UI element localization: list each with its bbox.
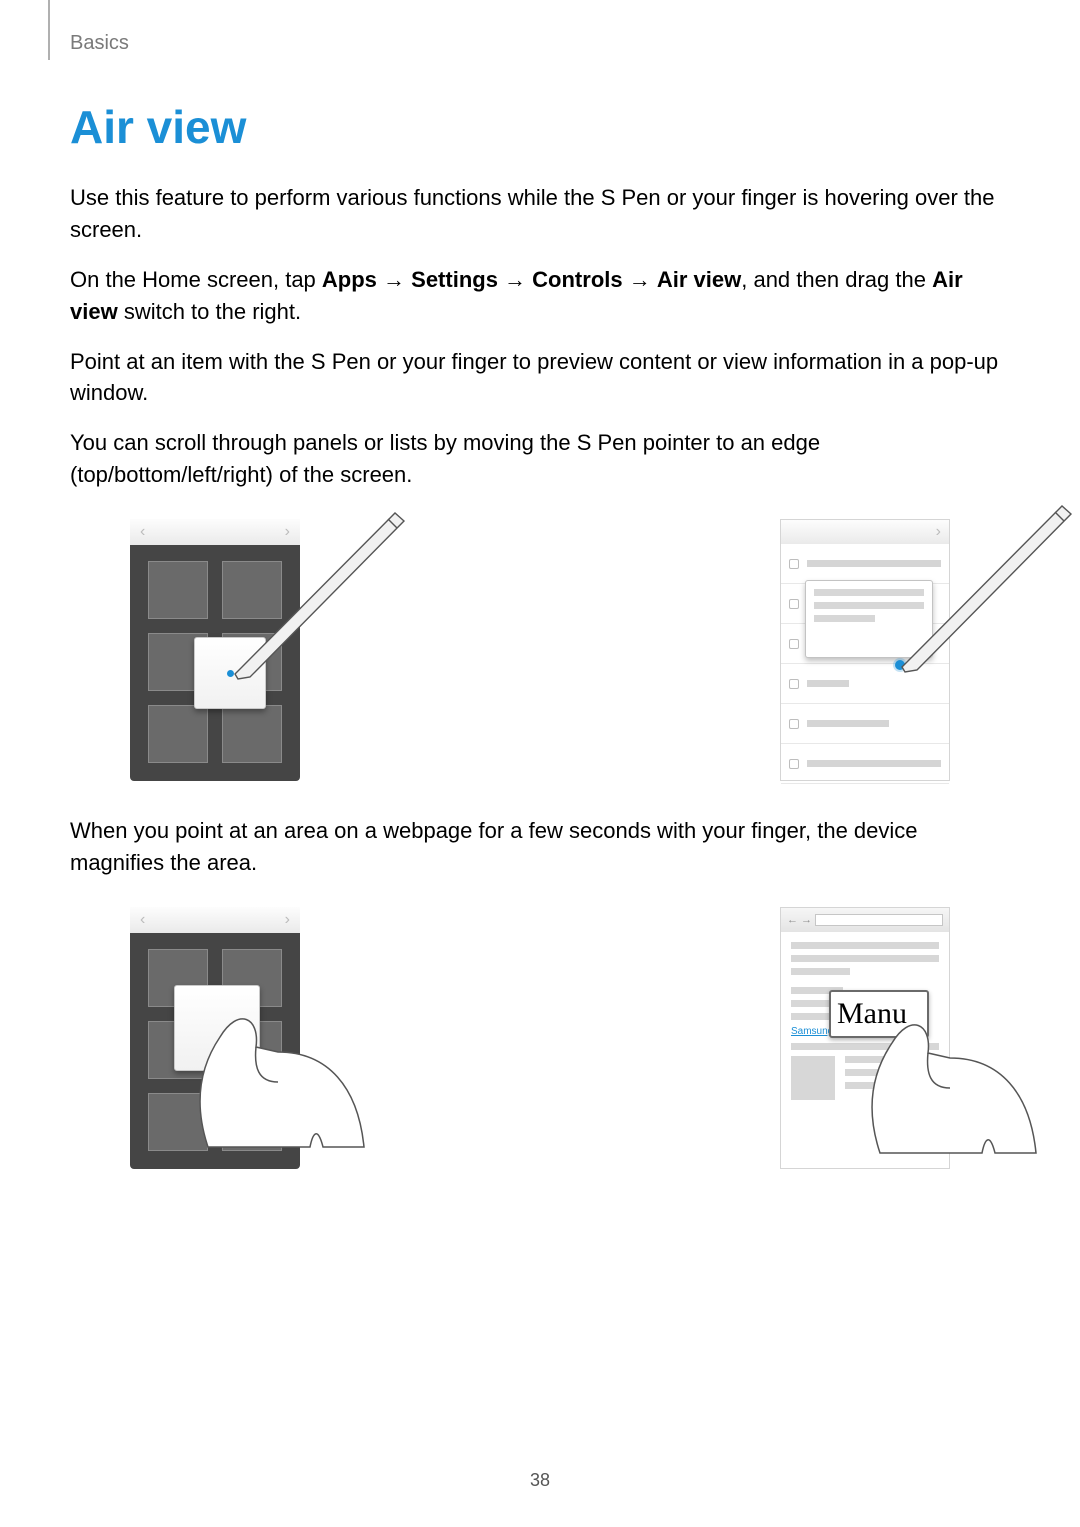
browser-navbar: ← → — [781, 908, 949, 932]
arrow-icon: → — [377, 267, 411, 292]
paragraph-magnify: When you point at an area on a webpage f… — [70, 815, 1010, 879]
header-rule — [48, 0, 50, 60]
device-topbar: › — [781, 520, 949, 544]
hover-dot-icon — [227, 670, 234, 677]
device-mock: › — [780, 519, 950, 781]
list-item — [781, 704, 949, 744]
controls-label: Controls — [532, 267, 622, 292]
page-content: Air view Use this feature to perform var… — [70, 100, 1010, 1203]
hover-popup — [194, 637, 266, 709]
section-label: Basics — [70, 32, 129, 55]
device-mock: ← → Samsung User Man — [780, 907, 950, 1169]
device-mock: ‹ › — [130, 519, 300, 781]
app-tile — [148, 561, 208, 619]
app-tile — [222, 561, 282, 619]
figure-row-2: ‹ › ← — [70, 907, 1010, 1169]
chevron-left-icon: ‹ — [140, 523, 145, 541]
figure-tiles-finger: ‹ › — [130, 907, 300, 1169]
paragraph-intro: Use this feature to perform various func… — [70, 182, 1010, 246]
paragraph-preview: Point at an item with the S Pen or your … — [70, 346, 1010, 410]
device-topbar: ‹ › — [130, 907, 300, 933]
app-tile — [222, 705, 282, 763]
list-item — [781, 744, 949, 784]
app-tile — [148, 705, 208, 763]
apps-label: Apps — [322, 267, 377, 292]
magnifier-popup: Manu — [829, 990, 929, 1038]
settings-label: Settings — [411, 267, 498, 292]
figure-row-1: ‹ › — [70, 519, 1010, 781]
text: , and then drag the — [741, 267, 932, 292]
airview-label: Air view — [657, 267, 741, 292]
arrow-icon: → — [623, 267, 657, 292]
chevron-right-icon: › — [285, 523, 290, 541]
chevron-right-icon: › — [936, 523, 941, 541]
forward-arrow-icon: → — [801, 914, 809, 926]
device-topbar: ‹ › — [130, 519, 300, 545]
app-tile — [222, 1093, 282, 1151]
paragraph-path: On the Home screen, tap Apps → Settings … — [70, 264, 1010, 328]
text: On the Home screen, tap — [70, 267, 322, 292]
figure-list-pen: › — [780, 519, 950, 781]
image-placeholder — [791, 1056, 835, 1100]
app-tile — [148, 1093, 208, 1151]
chevron-right-icon: › — [285, 911, 290, 929]
page-number: 38 — [530, 1470, 550, 1491]
list-item — [781, 544, 949, 584]
figure-tiles-pen: ‹ › — [130, 519, 300, 781]
chevron-left-icon: ‹ — [140, 911, 145, 929]
back-arrow-icon: ← — [787, 914, 795, 926]
paragraph-scroll: You can scroll through panels or lists b… — [70, 427, 1010, 491]
page-title: Air view — [70, 100, 1010, 154]
hover-popup — [805, 580, 933, 658]
arrow-icon: → — [498, 267, 532, 292]
hover-popup — [174, 985, 260, 1071]
figure-web-finger: ← → Samsung User Man — [780, 907, 950, 1169]
text: switch to the right. — [118, 299, 301, 324]
device-mock: ‹ › — [130, 907, 300, 1169]
list-item — [781, 664, 949, 704]
address-bar — [815, 914, 943, 926]
